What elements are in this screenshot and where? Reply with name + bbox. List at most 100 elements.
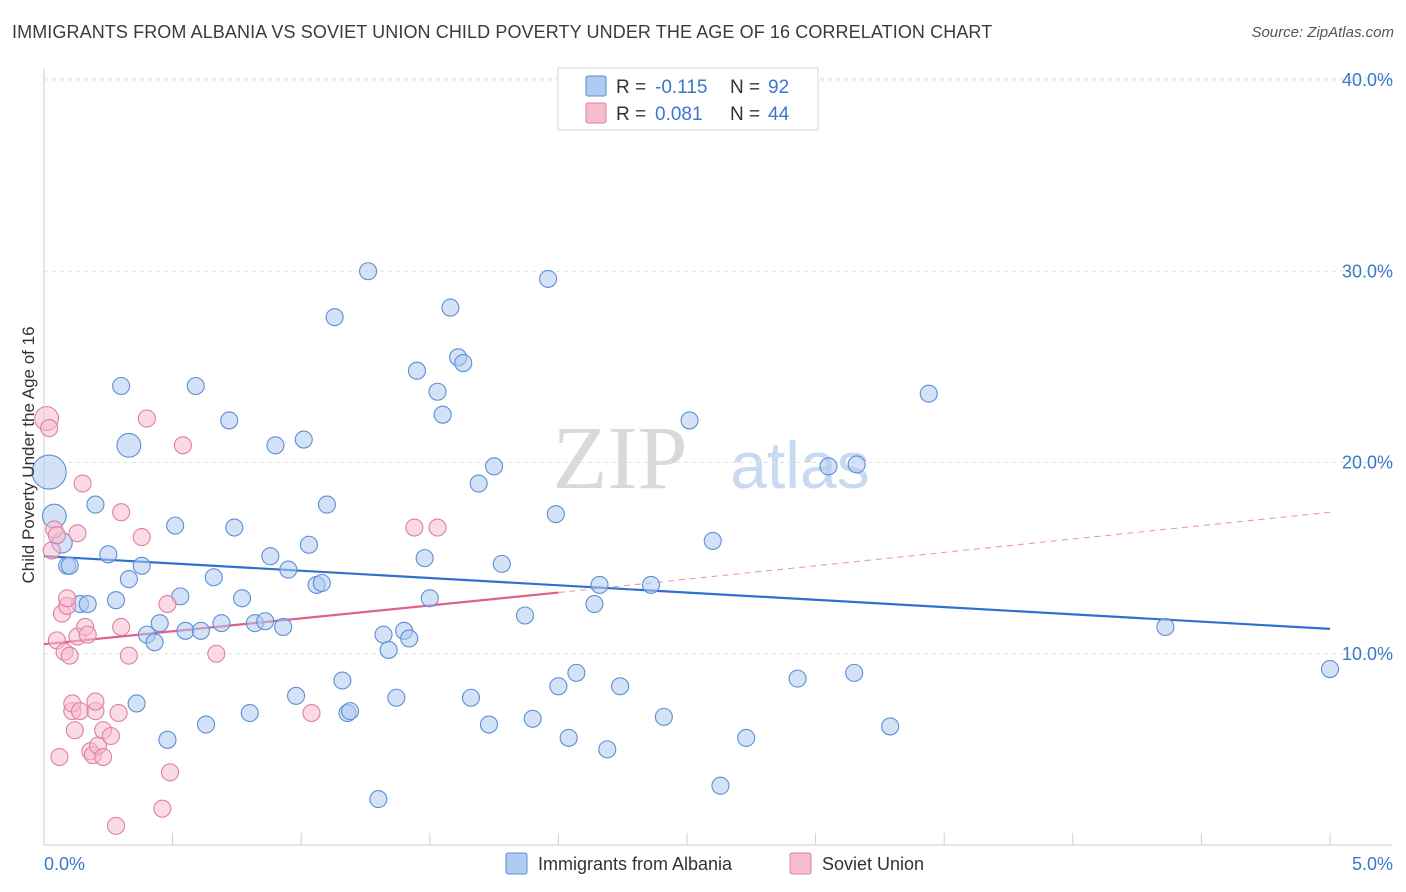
- point-soviet: [94, 747, 113, 767]
- point-soviet: [160, 763, 180, 782]
- point-albania: [369, 790, 388, 809]
- legend: R = -0.115 N = 92 R = 0.081 N = 44: [557, 67, 819, 131]
- point-soviet: [109, 703, 128, 723]
- legend-n-value-albania: 92: [768, 77, 789, 98]
- point-soviet: [158, 594, 177, 614]
- y-tick-label: 30.0%: [1342, 261, 1393, 281]
- point-soviet: [42, 541, 61, 560]
- point-albania: [333, 671, 352, 690]
- point-albania: [191, 621, 210, 640]
- point-albania: [116, 432, 142, 458]
- point-albania: [266, 436, 285, 455]
- point-albania: [256, 612, 275, 631]
- source-label: Source: ZipAtlas.com: [1251, 24, 1394, 41]
- point-soviet: [106, 816, 126, 835]
- point-albania: [225, 518, 244, 537]
- point-albania: [287, 686, 306, 705]
- point-soviet: [40, 419, 59, 438]
- point-soviet: [70, 702, 90, 721]
- point-albania: [585, 594, 604, 614]
- point-albania: [31, 454, 67, 490]
- point-soviet: [73, 474, 92, 493]
- point-albania: [86, 495, 105, 514]
- point-albania: [847, 455, 866, 474]
- y-tick-label: 10.0%: [1342, 644, 1393, 664]
- trend-line-soviet: [43, 591, 559, 646]
- point-albania: [1320, 659, 1340, 679]
- trend-line-albania: [43, 555, 1331, 630]
- y-axis-label: Child Poverty Under the Age of 16: [19, 326, 38, 583]
- point-albania: [176, 621, 195, 640]
- point-albania: [99, 545, 118, 564]
- point-albania: [819, 457, 838, 476]
- point-albania: [400, 629, 419, 648]
- bottom-legend-label-soviet: Soviet Union: [822, 854, 924, 874]
- bottom-legend: Immigrants from Albania Soviet Union: [505, 852, 924, 875]
- point-albania: [150, 614, 169, 633]
- point-albania: [240, 703, 259, 723]
- point-albania: [78, 594, 97, 614]
- point-albania: [546, 505, 565, 524]
- point-albania: [112, 376, 131, 396]
- point-albania: [261, 547, 280, 566]
- point-soviet: [405, 518, 424, 537]
- point-soviet: [86, 692, 105, 711]
- point-soviet: [60, 646, 79, 665]
- y-tick-label: 20.0%: [1342, 453, 1393, 473]
- point-soviet: [112, 503, 131, 522]
- point-albania: [359, 262, 378, 281]
- legend-n-label-albania: N =: [730, 77, 760, 98]
- trend-line-soviet-extension: [558, 511, 1331, 594]
- point-albania: [145, 633, 164, 652]
- point-albania: [433, 405, 452, 424]
- point-albania: [317, 495, 336, 514]
- point-albania: [641, 575, 661, 594]
- legend-r-value-soviet: 0.081: [655, 104, 703, 125]
- legend-swatch-soviet: [585, 102, 607, 124]
- point-albania: [106, 591, 126, 610]
- point-albania: [680, 411, 699, 430]
- point-albania: [166, 516, 185, 535]
- point-soviet: [50, 747, 69, 767]
- point-soviet: [68, 524, 87, 543]
- point-albania: [845, 663, 864, 682]
- point-albania: [341, 702, 360, 721]
- point-albania: [737, 728, 756, 747]
- point-albania: [274, 617, 293, 637]
- chart-title: IMMIGRANTS FROM ALBANIA VS SOVIET UNION …: [12, 22, 993, 42]
- point-soviet: [137, 409, 156, 428]
- point-albania: [186, 376, 205, 396]
- watermark-atlas: atlas: [730, 428, 869, 502]
- point-albania: [294, 430, 313, 449]
- point-albania: [454, 353, 473, 373]
- point-soviet: [153, 799, 172, 818]
- point-albania: [549, 677, 568, 696]
- point-albania: [220, 411, 239, 430]
- point-albania: [598, 740, 617, 759]
- point-soviet: [132, 528, 151, 547]
- bottom-legend-swatch-soviet: [789, 852, 812, 875]
- point-albania: [515, 606, 535, 625]
- point-albania: [492, 554, 511, 573]
- point-albania: [881, 717, 900, 736]
- point-albania: [469, 474, 488, 493]
- point-albania: [1156, 617, 1175, 637]
- point-albania: [196, 715, 216, 734]
- point-albania: [132, 556, 151, 575]
- point-albania: [479, 715, 499, 734]
- point-soviet: [302, 703, 321, 723]
- point-albania: [325, 308, 344, 327]
- point-soviet: [47, 526, 66, 545]
- point-albania: [415, 549, 434, 568]
- data-points: [31, 262, 1340, 835]
- point-albania: [204, 568, 223, 587]
- point-albania: [788, 669, 807, 688]
- point-albania: [428, 382, 447, 401]
- point-albania: [711, 776, 730, 795]
- legend-swatch-albania: [585, 75, 607, 97]
- point-albania: [461, 688, 481, 707]
- point-albania: [60, 556, 79, 575]
- point-albania: [158, 730, 177, 749]
- point-albania: [611, 677, 630, 696]
